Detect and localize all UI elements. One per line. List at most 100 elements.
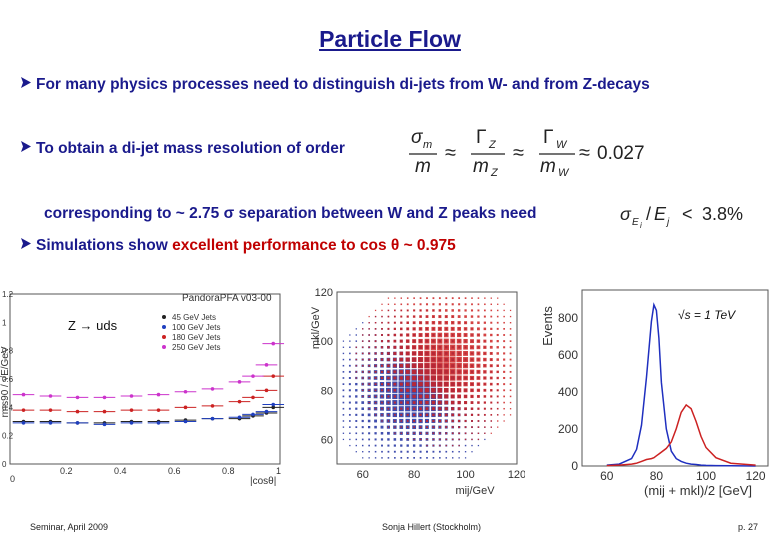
plot2-cell bbox=[496, 315, 499, 318]
plot2-cell bbox=[443, 362, 450, 369]
plot2-cell bbox=[368, 371, 370, 373]
plot2-cell bbox=[368, 450, 370, 453]
plot2-cell bbox=[399, 438, 403, 441]
plot2-cell bbox=[463, 381, 468, 387]
plot2-cell bbox=[418, 327, 423, 331]
plot2-cell bbox=[509, 352, 512, 355]
plot2-cell bbox=[380, 352, 384, 355]
plot2-cell bbox=[387, 401, 390, 404]
plot2-cell bbox=[443, 344, 450, 351]
plot2-cell bbox=[503, 407, 505, 410]
plot2-cell bbox=[496, 358, 499, 361]
plot2-cell bbox=[387, 431, 390, 435]
plot2-cell bbox=[405, 351, 410, 356]
plot2-x-tick: 120 bbox=[508, 469, 525, 481]
plot1-data-point bbox=[237, 415, 242, 420]
plot2-cell bbox=[444, 332, 449, 338]
plot1-data-point bbox=[156, 421, 161, 425]
plot2-cell bbox=[406, 297, 409, 299]
dijet-mass-2d-plot: 60 80 100 120 60 80 100 120 mij/GeV mkl/GeV bbox=[310, 287, 525, 497]
plot2-cell bbox=[419, 315, 422, 318]
plot2-cell bbox=[444, 400, 449, 405]
plot2-cell bbox=[443, 350, 450, 357]
plot2-cell bbox=[425, 321, 429, 325]
plot2-cell bbox=[430, 381, 436, 387]
plot2-cell bbox=[380, 346, 384, 349]
plot2-cell bbox=[477, 401, 480, 404]
plot2-cell bbox=[449, 356, 456, 363]
plot1-data-point bbox=[21, 421, 26, 425]
plot2-cell bbox=[457, 400, 461, 405]
plot2-cell bbox=[342, 364, 345, 367]
approx-symbol: ≈ bbox=[579, 142, 590, 164]
footer-page-number: p. 27 bbox=[738, 522, 759, 532]
plot2-cell bbox=[348, 395, 351, 398]
plot2-cell bbox=[419, 321, 423, 325]
plot2-cell bbox=[361, 419, 364, 423]
plot2-cell bbox=[400, 426, 403, 428]
plot2-cell bbox=[342, 401, 345, 404]
plot2-cell bbox=[464, 303, 467, 306]
plot2-cell bbox=[411, 375, 417, 381]
plot2-cell bbox=[387, 327, 390, 330]
plot2-cell bbox=[413, 432, 415, 435]
plot2-cell bbox=[419, 456, 422, 459]
plot2-cell bbox=[413, 413, 416, 416]
plot2-cell bbox=[470, 333, 474, 337]
plot2-cell bbox=[368, 401, 370, 404]
plot3-xlabel: (mij + mkl)/2 [GeV] bbox=[644, 483, 752, 498]
plot2-cell bbox=[496, 407, 499, 410]
plot2-cell bbox=[381, 401, 383, 404]
plot2-cell bbox=[361, 432, 364, 435]
plot2-cell bbox=[342, 426, 345, 428]
plot2-cell bbox=[418, 381, 423, 387]
plot2-cell bbox=[406, 401, 410, 404]
slide-title: Particle Flow bbox=[319, 26, 461, 52]
plot2-cell bbox=[503, 364, 506, 367]
plot2-cell bbox=[483, 363, 487, 368]
mass-resolution-formula: σ m m ≈ Γ Z m Z ≈ Γ W m W ≈ 0.027 bbox=[409, 127, 645, 177]
plot2-cell bbox=[424, 362, 430, 369]
plot2-cell bbox=[349, 352, 351, 355]
plot2-cell bbox=[374, 321, 377, 324]
plot2-cell bbox=[451, 297, 454, 300]
plot2-cell bbox=[380, 432, 384, 435]
plot2-cell bbox=[419, 407, 422, 411]
plot2-cell bbox=[476, 333, 481, 337]
plot2-cell bbox=[349, 334, 351, 336]
plot2-cell bbox=[432, 303, 435, 306]
plot2-cell bbox=[381, 444, 383, 447]
plot2-cell bbox=[483, 413, 486, 416]
plot2-cell bbox=[405, 382, 410, 386]
plot2-cell bbox=[362, 322, 364, 324]
plot2-cell bbox=[437, 344, 443, 351]
plot2-cell bbox=[425, 413, 429, 417]
plot2-cell bbox=[450, 388, 455, 393]
plot2-cell bbox=[374, 364, 377, 367]
plot2-cell bbox=[484, 426, 486, 428]
plot2-cell bbox=[489, 358, 493, 362]
plot2-x-tick: 60 bbox=[357, 469, 369, 481]
sigma-symbol: σ bbox=[620, 204, 632, 224]
plot2-cell bbox=[483, 382, 487, 386]
plot2-cell bbox=[387, 444, 390, 447]
plot2-cell bbox=[503, 370, 506, 373]
plot2-cell bbox=[361, 364, 364, 367]
plot2-cell bbox=[509, 309, 512, 312]
average-mass-histogram: 60 80 100 120 0 200 400 600 800 √s = 1 TeV Even… bbox=[540, 289, 769, 498]
plot2-cell bbox=[490, 333, 493, 337]
plot1-data-point bbox=[264, 363, 269, 367]
plot2-x-tick: 80 bbox=[408, 469, 420, 481]
plot2-cell bbox=[430, 338, 436, 344]
plot2-cell bbox=[477, 432, 480, 434]
denominator-mw: m bbox=[540, 156, 556, 177]
plot2-x-tick: 100 bbox=[456, 469, 474, 481]
plot2-cell bbox=[426, 450, 428, 453]
plot1-tick-0: 0 bbox=[10, 474, 15, 484]
plot2-cell bbox=[393, 364, 397, 368]
plot2-cell bbox=[432, 309, 435, 312]
plot2-cell bbox=[438, 419, 441, 423]
plot2-cell bbox=[387, 407, 390, 410]
plot2-cell bbox=[503, 420, 505, 422]
plot2-cell bbox=[393, 444, 396, 447]
